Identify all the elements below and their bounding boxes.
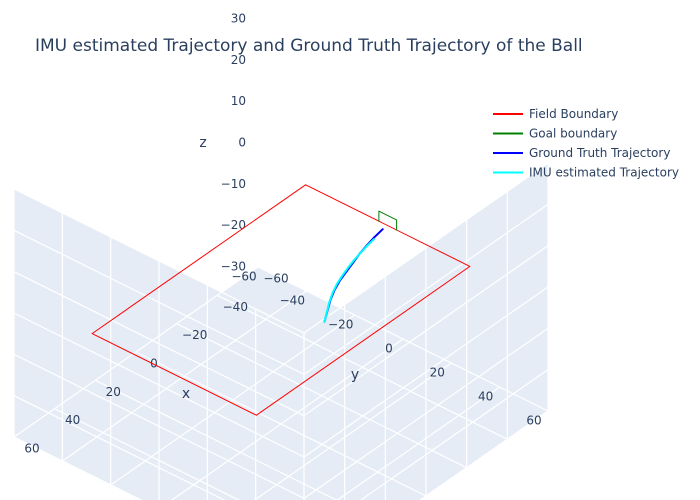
z-grid-xwall (13, 188, 305, 334)
series-line-1 (378, 210, 398, 231)
y-tick-label: 20 (430, 366, 445, 380)
z-grid-xwall (13, 395, 226, 500)
y-axis-title: y (351, 367, 359, 383)
x-axis-title: x (182, 386, 190, 402)
y-grid-floor (110, 314, 356, 486)
series-line-3 (323, 238, 375, 323)
x-tick-label: −40 (223, 300, 248, 314)
x-tick-label: −60 (263, 272, 288, 286)
chart-title: IMU estimated Trajectory and Ground Trut… (35, 36, 583, 56)
3d-scene[interactable]: −60 −40 −20 0 20 40 60 −60 −40 −20 0 20 40 60 −30 −20 −1… (13, 12, 549, 500)
legend: Field Boundary Goal boundary Ground Truth … (493, 107, 679, 180)
z-tick-label: 30 (231, 12, 246, 26)
y-tick-label: −20 (328, 318, 353, 332)
z-grid-ywall (359, 369, 549, 500)
z-grid-ywall (419, 410, 549, 500)
legend-item-2: Ground Truth Trajectory (529, 146, 670, 160)
z-tick-label: −20 (221, 218, 246, 232)
z-tick-label: 20 (231, 53, 246, 67)
z-grid-ywall (303, 245, 549, 417)
legend-item-1: Goal boundary (529, 127, 617, 141)
y-grid-floor (170, 338, 404, 500)
z-axis-title: z (199, 135, 206, 151)
z-grid-xwall (13, 312, 305, 458)
y-tick-label: 60 (526, 414, 541, 428)
x-tick-label: −20 (182, 328, 207, 342)
y-grid-floor (61, 290, 307, 462)
z-grid-ywall (303, 286, 549, 458)
x-tick-label: 0 (150, 357, 158, 371)
z-grid-ywall (303, 162, 549, 334)
y-grid-floor (336, 386, 501, 500)
legend-item-0: Field Boundary (529, 107, 618, 121)
x-tick-label: 60 (24, 442, 39, 456)
z-tick-label: −30 (221, 260, 246, 274)
x-tick-label: 20 (106, 385, 121, 399)
z-grid-ywall (303, 203, 549, 375)
z-grid-xwall (13, 229, 305, 375)
y-grid-floor (253, 362, 452, 500)
series-line-0 (91, 184, 471, 416)
y-tick-label: −60 (231, 270, 256, 284)
z-grid-xwall (13, 271, 305, 417)
z-grid-xwall (13, 436, 143, 500)
z-tick-label: 10 (231, 94, 246, 108)
z-grid-xwall (13, 353, 305, 499)
y-tick-label: −40 (280, 294, 305, 308)
z-tick-label: −10 (221, 177, 246, 191)
x-tick-label: 40 (65, 413, 80, 427)
z-tick-label: 0 (238, 136, 246, 150)
legend-item-3: IMU estimated Trajectory (529, 166, 679, 180)
y-tick-label: 40 (478, 390, 493, 404)
y-grid-floor (13, 266, 259, 438)
z-grid-ywall (303, 327, 549, 499)
y-tick-label: 0 (385, 342, 393, 356)
